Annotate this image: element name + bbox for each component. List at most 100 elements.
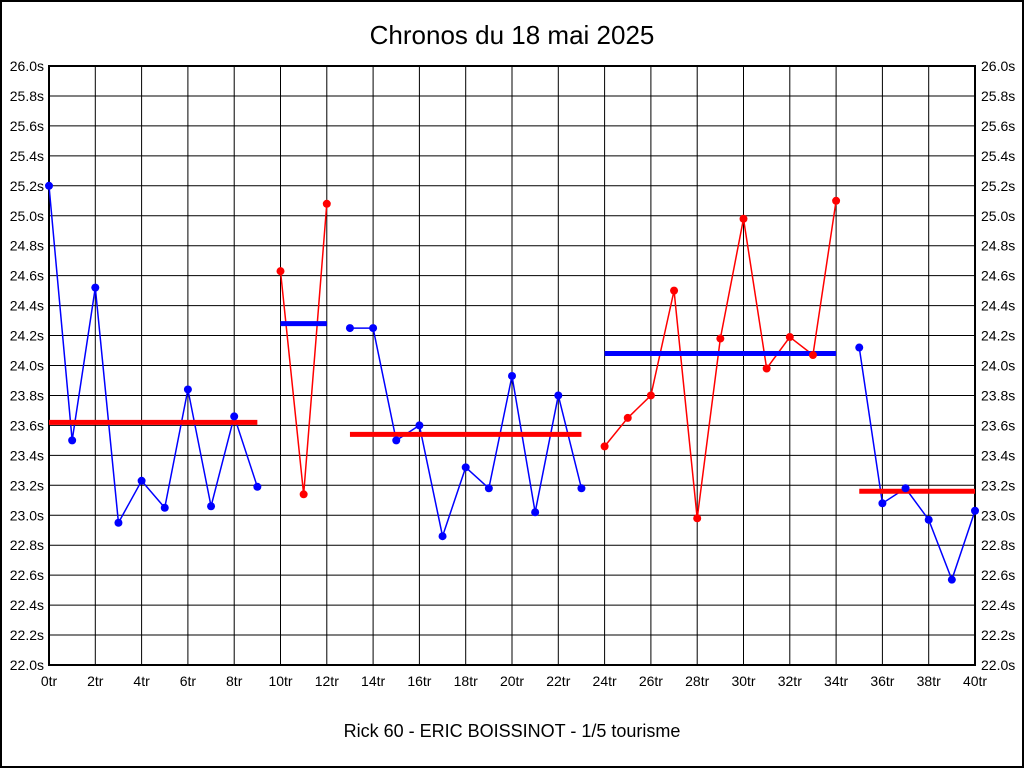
y-tick-label-right: 22.4s bbox=[981, 597, 1015, 613]
y-tick-label-left: 24.2s bbox=[10, 328, 44, 344]
lap-time-marker bbox=[947, 575, 956, 584]
lap-time-marker bbox=[160, 503, 169, 512]
y-tick-label-right: 22.0s bbox=[981, 657, 1015, 673]
lap-time-marker bbox=[207, 502, 216, 511]
series-stint-4 bbox=[600, 196, 841, 523]
y-tick-label-left: 24.6s bbox=[10, 268, 44, 284]
y-tick-label-right: 23.0s bbox=[981, 507, 1015, 523]
y-tick-label-right: 22.8s bbox=[981, 537, 1015, 553]
x-tick-label: 26tr bbox=[639, 673, 663, 689]
series-stint-1 bbox=[45, 181, 262, 527]
lap-time-marker bbox=[322, 199, 331, 208]
y-tick-label-left: 23.0s bbox=[10, 507, 44, 523]
series-stint-3 bbox=[345, 324, 586, 541]
x-tick-label: 14tr bbox=[361, 673, 385, 689]
y-tick-label-left: 23.8s bbox=[10, 387, 44, 403]
lap-time-marker bbox=[392, 436, 401, 445]
lap-time-marker bbox=[114, 518, 123, 527]
y-tick-label-left: 24.4s bbox=[10, 298, 44, 314]
grid bbox=[48, 65, 976, 666]
chart-subtitle: Rick 60 - ERIC BOISSINOT - 1/5 tourisme bbox=[343, 721, 681, 741]
lap-time-marker bbox=[253, 482, 262, 491]
x-tick-label: 2tr bbox=[87, 673, 104, 689]
x-tick-label: 28tr bbox=[685, 673, 709, 689]
y-tick-label-right: 25.0s bbox=[981, 208, 1015, 224]
lap-time-marker bbox=[646, 391, 655, 400]
lap-time-marker bbox=[438, 532, 447, 541]
lap-time-marker bbox=[971, 506, 979, 515]
lap-time-marker bbox=[230, 412, 239, 421]
lap-time-marker bbox=[878, 499, 887, 508]
y-tick-label-right: 24.6s bbox=[981, 268, 1015, 284]
x-tick-label: 10tr bbox=[268, 673, 292, 689]
lap-time-marker bbox=[762, 364, 771, 373]
y-tick-label-left: 22.0s bbox=[10, 657, 44, 673]
y-tick-label-right: 24.0s bbox=[981, 358, 1015, 374]
x-tick-label: 30tr bbox=[731, 673, 755, 689]
x-tick-label: 22tr bbox=[546, 673, 570, 689]
x-tick-label: 0tr bbox=[41, 673, 58, 689]
x-tick-label: 16tr bbox=[407, 673, 431, 689]
y-tick-label-left: 25.0s bbox=[10, 208, 44, 224]
y-tick-label-left: 22.8s bbox=[10, 537, 44, 553]
y-tick-label-left: 22.4s bbox=[10, 597, 44, 613]
y-tick-label-left: 23.6s bbox=[10, 417, 44, 433]
series-stint-5 bbox=[855, 343, 979, 584]
y-tick-label-right: 25.8s bbox=[981, 88, 1015, 104]
lap-time-marker bbox=[276, 267, 285, 276]
x-tick-label: 40tr bbox=[963, 673, 987, 689]
y-tick-label-right: 23.4s bbox=[981, 447, 1015, 463]
y-tick-label-right: 22.2s bbox=[981, 627, 1015, 643]
lap-time-marker bbox=[924, 515, 933, 524]
y-tick-label-left: 25.8s bbox=[10, 88, 44, 104]
lap-time-marker bbox=[137, 476, 146, 485]
x-tick-label: 24tr bbox=[593, 673, 617, 689]
y-tick-label-right: 26.0s bbox=[981, 58, 1015, 74]
lap-time-marker bbox=[785, 333, 794, 342]
lap-time-marker bbox=[369, 324, 378, 333]
y-tick-label-left: 25.4s bbox=[10, 148, 44, 164]
lap-time-marker bbox=[577, 484, 586, 493]
y-tick-label-left: 22.2s bbox=[10, 627, 44, 643]
x-tick-label: 32tr bbox=[778, 673, 802, 689]
y-tick-label-left: 25.2s bbox=[10, 178, 44, 194]
lap-time-marker bbox=[901, 484, 910, 493]
x-tick-label: 18tr bbox=[454, 673, 478, 689]
x-tick-label: 6tr bbox=[180, 673, 197, 689]
series-stint-2 bbox=[276, 199, 331, 499]
lap-time-marker bbox=[554, 391, 563, 400]
lap-time-line bbox=[604, 200, 837, 519]
y-tick-label-right: 25.2s bbox=[981, 178, 1015, 194]
lap-time-marker bbox=[716, 334, 725, 343]
lap-time-marker bbox=[623, 413, 632, 422]
y-tick-label-right: 24.2s bbox=[981, 328, 1015, 344]
x-tick-label: 36tr bbox=[870, 673, 894, 689]
y-tick-label-right: 23.2s bbox=[981, 477, 1015, 493]
y-tick-label-right: 23.8s bbox=[981, 387, 1015, 403]
lap-time-line bbox=[858, 347, 976, 582]
y-tick-label-left: 23.4s bbox=[10, 447, 44, 463]
lap-time-marker bbox=[739, 214, 748, 223]
x-tick-label: 12tr bbox=[315, 673, 339, 689]
lap-time-marker bbox=[299, 490, 308, 499]
lap-time-marker bbox=[508, 371, 516, 380]
lap-time-marker bbox=[345, 324, 354, 333]
x-tick-label: 4tr bbox=[133, 673, 150, 689]
lap-time-marker bbox=[68, 436, 77, 445]
y-tick-label-right: 24.4s bbox=[981, 298, 1015, 314]
x-tick-label: 38tr bbox=[917, 673, 941, 689]
y-tick-label-right: 24.8s bbox=[981, 238, 1015, 254]
plot-border bbox=[48, 65, 976, 666]
lap-time-marker bbox=[670, 286, 679, 295]
y-tick-label-right: 23.6s bbox=[981, 417, 1015, 433]
lap-time-marker bbox=[461, 463, 470, 472]
y-tick-label-left: 23.2s bbox=[10, 477, 44, 493]
x-tick-label: 34tr bbox=[824, 673, 848, 689]
lap-time-marker bbox=[183, 385, 192, 394]
lap-time-marker bbox=[415, 421, 424, 430]
lap-time-marker bbox=[693, 514, 702, 523]
lap-time-marker bbox=[855, 343, 864, 352]
lap-time-marker bbox=[808, 351, 817, 360]
